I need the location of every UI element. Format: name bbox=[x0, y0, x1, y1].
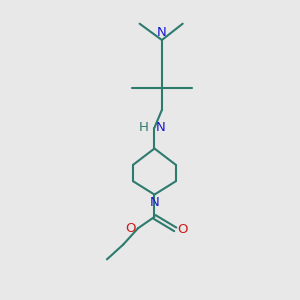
Text: O: O bbox=[178, 223, 188, 236]
Text: H: H bbox=[139, 121, 149, 134]
Text: N: N bbox=[156, 121, 166, 134]
Text: N: N bbox=[157, 26, 167, 38]
Text: N: N bbox=[150, 196, 159, 209]
Text: O: O bbox=[125, 222, 136, 235]
